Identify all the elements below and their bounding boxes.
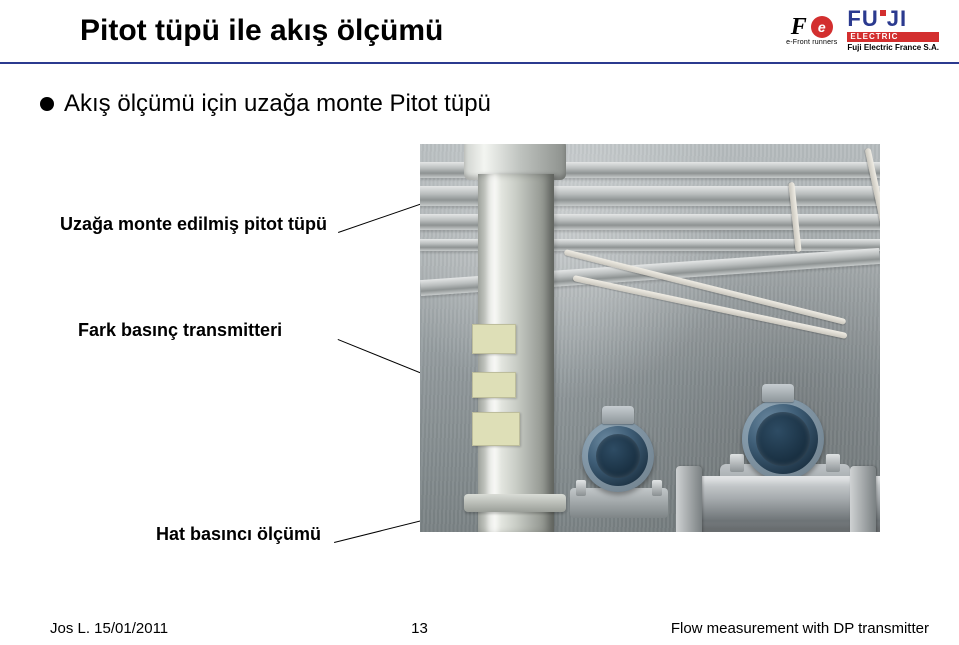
fuji-dot-icon bbox=[880, 10, 886, 16]
fuji-france: Fuji Electric France S.A. bbox=[847, 44, 939, 52]
slide-content: Akış ölçümü için uzağa monte Pitot tüpü … bbox=[0, 64, 959, 604]
bolt-icon bbox=[652, 480, 662, 496]
label-line: Hat basıncı ölçümü bbox=[156, 524, 321, 545]
fe-logo: F e e-Front runners bbox=[786, 15, 837, 46]
label-dp: Fark basınç transmitteri bbox=[78, 320, 282, 341]
fuji-main-right: JI bbox=[887, 8, 907, 30]
footer-left: Jos L. 15/01/2011 bbox=[50, 620, 168, 637]
pipe-flange bbox=[676, 466, 702, 532]
fuji-logo: FU JI ELECTRIC Fuji Electric France S.A. bbox=[847, 8, 939, 52]
fuji-electric: ELECTRIC bbox=[847, 32, 939, 42]
bolt-icon bbox=[576, 480, 586, 496]
tx-cap bbox=[762, 384, 794, 402]
tx-cap bbox=[602, 406, 634, 424]
footer-right: Flow measurement with DP transmitter bbox=[671, 620, 929, 637]
pitot-flange bbox=[464, 494, 566, 512]
footer-center: 13 bbox=[411, 620, 428, 637]
bullet-text: Akış ölçümü için uzağa monte Pitot tüpü bbox=[64, 90, 491, 118]
photo-area bbox=[420, 144, 880, 532]
pitot-tag bbox=[472, 324, 516, 354]
dp-transmitter bbox=[582, 420, 654, 492]
slide-title: Pitot tüpü ile akış ölçümü bbox=[80, 14, 443, 48]
logo-block: F e e-Front runners FU JI ELECTRIC Fuji … bbox=[786, 8, 939, 52]
label-pitot: Uzağa monte edilmiş pitot tüpü bbox=[60, 214, 327, 235]
footer: Jos L. 15/01/2011 13 Flow measurement wi… bbox=[0, 620, 959, 637]
pitot-tag bbox=[472, 372, 516, 398]
fuji-main-left: FU bbox=[847, 8, 878, 30]
line-pressure-transmitter bbox=[742, 398, 824, 480]
fe-letter: F bbox=[791, 15, 807, 39]
fe-circle: e bbox=[811, 16, 833, 38]
bullet-line: Akış ölçümü için uzağa monte Pitot tüpü bbox=[40, 90, 939, 118]
pipe-flange bbox=[850, 466, 876, 532]
slide-header: Pitot tüpü ile akış ölçümü F e e-Front r… bbox=[0, 0, 959, 64]
fe-subtext: e-Front runners bbox=[786, 39, 837, 46]
pitot-tag bbox=[472, 412, 520, 446]
bullet-icon bbox=[40, 97, 54, 111]
